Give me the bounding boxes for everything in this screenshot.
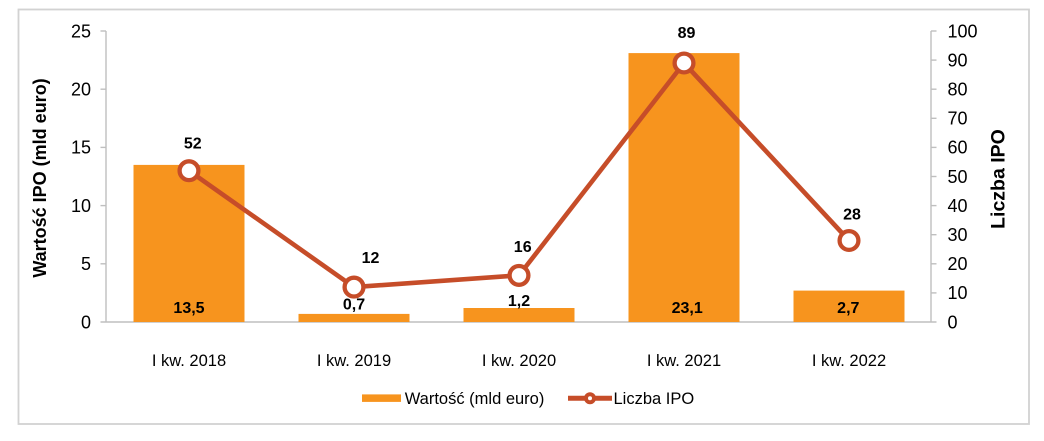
svg-text:Wartość (mld euro): Wartość (mld euro) (405, 390, 545, 408)
svg-text:28: 28 (843, 207, 861, 224)
svg-text:Liczba IPO: Liczba IPO (614, 390, 695, 408)
svg-text:I kw. 2022: I kw. 2022 (812, 352, 886, 370)
svg-text:90: 90 (948, 50, 968, 70)
svg-text:I kw. 2021: I kw. 2021 (647, 352, 721, 370)
svg-text:15: 15 (71, 138, 91, 158)
svg-text:89: 89 (678, 25, 696, 42)
svg-text:25: 25 (71, 21, 91, 41)
svg-text:I kw. 2018: I kw. 2018 (152, 352, 226, 370)
svg-text:2,7: 2,7 (837, 300, 859, 317)
svg-text:0: 0 (81, 312, 91, 332)
svg-text:80: 80 (948, 80, 968, 100)
svg-text:1,2: 1,2 (508, 293, 530, 310)
svg-text:23,1: 23,1 (672, 300, 703, 317)
svg-text:10: 10 (948, 283, 968, 303)
svg-text:0,7: 0,7 (343, 297, 365, 314)
svg-text:100: 100 (948, 21, 978, 41)
svg-text:20: 20 (71, 80, 91, 100)
svg-text:5: 5 (81, 254, 91, 274)
svg-text:12: 12 (362, 250, 380, 267)
svg-text:I kw. 2019: I kw. 2019 (317, 352, 391, 370)
svg-text:10: 10 (71, 196, 91, 216)
svg-text:0: 0 (948, 312, 958, 332)
svg-text:Liczba IPO: Liczba IPO (988, 129, 1010, 229)
svg-text:60: 60 (948, 138, 968, 158)
svg-text:40: 40 (948, 196, 968, 216)
svg-text:I kw. 2020: I kw. 2020 (482, 352, 556, 370)
svg-text:13,5: 13,5 (173, 300, 204, 317)
svg-text:20: 20 (948, 254, 968, 274)
svg-text:Wartość IPO (mld euro): Wartość IPO (mld euro) (30, 78, 50, 277)
svg-text:70: 70 (948, 109, 968, 129)
svg-text:52: 52 (184, 136, 202, 153)
svg-text:30: 30 (948, 225, 968, 245)
svg-text:50: 50 (948, 167, 968, 187)
svg-text:16: 16 (514, 239, 532, 256)
